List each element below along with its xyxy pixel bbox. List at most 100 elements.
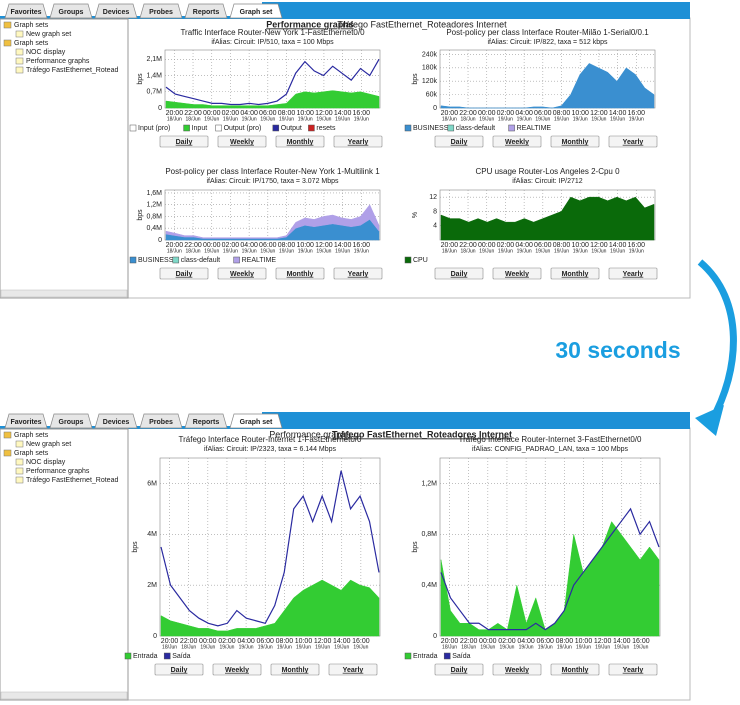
button[interactable] xyxy=(434,267,484,280)
y-tick-label: 0,8M xyxy=(146,213,162,220)
tab-label[interactable]: Devices xyxy=(103,9,130,16)
tree-item[interactable]: Graph sets xyxy=(14,432,49,439)
button[interactable] xyxy=(217,135,267,148)
button-label[interactable]: Monthly xyxy=(287,271,314,278)
tab-label[interactable]: Reports xyxy=(193,9,220,16)
button[interactable] xyxy=(217,267,267,280)
button-label[interactable]: Daily xyxy=(176,271,193,278)
button[interactable] xyxy=(608,663,658,676)
button[interactable] xyxy=(159,135,209,148)
button-label[interactable]: Yearly xyxy=(348,139,369,146)
tab-label[interactable]: Favorites xyxy=(10,419,41,426)
tab[interactable] xyxy=(94,413,138,429)
button[interactable] xyxy=(333,267,383,280)
button[interactable] xyxy=(608,135,658,148)
button-label[interactable]: Daily xyxy=(176,139,193,146)
button[interactable] xyxy=(270,663,320,676)
button-label[interactable]: Daily xyxy=(451,139,468,146)
header-title[interactable]: Tráfego FastEthernet_Roteadores Internet xyxy=(332,429,512,439)
header-title[interactable]: Performance graphs xyxy=(266,19,354,29)
button-label[interactable]: Monthly xyxy=(562,271,589,278)
button-label[interactable]: Daily xyxy=(451,667,468,674)
x-tick-label: 02:00 xyxy=(497,110,515,117)
tree-item[interactable]: Graph sets xyxy=(14,22,49,29)
button-label[interactable]: Weekly xyxy=(225,667,249,674)
button-label[interactable]: Yearly xyxy=(623,139,644,146)
tree-item[interactable]: Tráfego FastEthernet_Rotead xyxy=(26,67,118,74)
button-label[interactable]: Daily xyxy=(451,271,468,278)
tree-item[interactable]: Tráfego FastEthernet_Rotead xyxy=(26,477,118,484)
tree-item[interactable]: New graph set xyxy=(26,441,71,448)
x-date-label: 19/Jun xyxy=(260,116,275,122)
button-label[interactable]: Weekly xyxy=(505,139,529,146)
header-title[interactable]: Tráfego FastEthernet_Roteadores Internet xyxy=(337,19,507,29)
tab[interactable] xyxy=(4,3,48,19)
tree-item[interactable]: Graph sets xyxy=(14,450,49,457)
tab-label[interactable]: Probes xyxy=(149,9,173,16)
x-date-label: 19/Jun xyxy=(260,248,275,254)
x-date-label: 19/Jun xyxy=(498,116,513,122)
button-label[interactable]: Daily xyxy=(171,667,188,674)
button[interactable] xyxy=(550,663,600,676)
tree-item[interactable]: Performance graphs xyxy=(26,58,90,65)
tree-item[interactable]: Performance graphs xyxy=(26,468,90,475)
arrow xyxy=(697,259,737,422)
tab-label[interactable]: Groups xyxy=(59,419,84,426)
x-tick-label: 10:00 xyxy=(295,638,313,645)
button-label[interactable]: Monthly xyxy=(287,139,314,146)
button-label[interactable]: Yearly xyxy=(623,667,644,674)
tab[interactable] xyxy=(4,413,48,429)
button[interactable] xyxy=(492,267,542,280)
button[interactable] xyxy=(492,663,542,676)
button[interactable] xyxy=(434,663,484,676)
tab[interactable] xyxy=(184,413,228,429)
button-label[interactable]: Monthly xyxy=(562,139,589,146)
button[interactable] xyxy=(212,663,262,676)
button[interactable] xyxy=(550,135,600,148)
tab[interactable] xyxy=(94,3,138,19)
header-title[interactable]: Performance graphs xyxy=(269,429,351,439)
x-date-label: 19/Jun xyxy=(335,248,350,254)
button[interactable] xyxy=(333,135,383,148)
tab-label[interactable]: Favorites xyxy=(10,9,41,16)
tab[interactable] xyxy=(49,3,93,19)
button-label[interactable]: Yearly xyxy=(623,271,644,278)
tab[interactable] xyxy=(49,413,93,429)
button[interactable] xyxy=(275,267,325,280)
tab[interactable] xyxy=(139,3,183,19)
tab-label[interactable]: Groups xyxy=(59,9,84,16)
button[interactable] xyxy=(434,135,484,148)
button[interactable] xyxy=(159,267,209,280)
y-tick-label: 0,8M xyxy=(421,531,437,538)
button[interactable] xyxy=(154,663,204,676)
button[interactable] xyxy=(550,267,600,280)
button-label[interactable]: Monthly xyxy=(282,667,309,674)
button-label[interactable]: Weekly xyxy=(505,667,529,674)
button-label[interactable]: Yearly xyxy=(343,667,364,674)
button[interactable] xyxy=(275,135,325,148)
tab[interactable] xyxy=(139,413,183,429)
x-tick-label: 06:00 xyxy=(534,110,552,117)
button[interactable] xyxy=(492,135,542,148)
tree-item[interactable]: NOC display xyxy=(26,459,66,466)
tab[interactable] xyxy=(229,413,283,429)
tab-label[interactable]: Reports xyxy=(193,419,220,426)
button[interactable] xyxy=(328,663,378,676)
tab-label[interactable]: Probes xyxy=(149,419,173,426)
tab-label[interactable]: Graph set xyxy=(240,9,273,16)
tab-label[interactable]: Graph set xyxy=(240,419,273,426)
x-tick-label: 16:00 xyxy=(632,638,650,645)
tree-item[interactable]: Graph sets xyxy=(14,40,49,47)
tab[interactable] xyxy=(229,3,283,19)
button[interactable] xyxy=(608,267,658,280)
button-label[interactable]: Weekly xyxy=(505,271,529,278)
button-label[interactable]: Monthly xyxy=(562,667,589,674)
button-label[interactable]: Weekly xyxy=(230,139,254,146)
button-label[interactable]: Yearly xyxy=(348,271,369,278)
x-date-label: 19/Jun xyxy=(629,248,644,254)
tab[interactable] xyxy=(184,3,228,19)
tab-label[interactable]: Devices xyxy=(103,419,130,426)
tree-item[interactable]: New graph set xyxy=(26,31,71,38)
button-label[interactable]: Weekly xyxy=(230,271,254,278)
tree-item[interactable]: NOC display xyxy=(26,49,66,56)
